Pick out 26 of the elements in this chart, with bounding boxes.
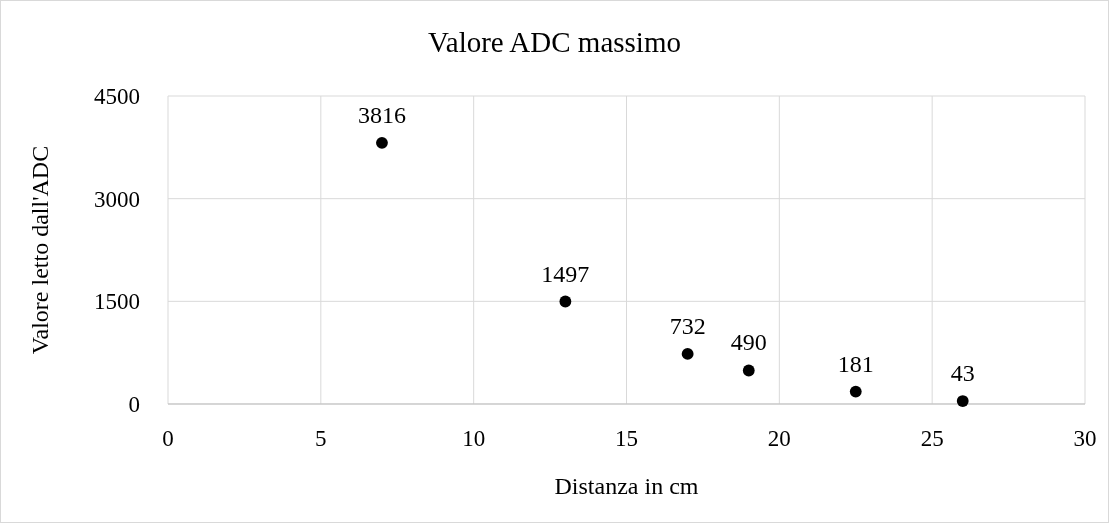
y-tick-label: 3000 <box>94 186 140 212</box>
point <box>559 295 572 308</box>
x-axis-title: Distanza in cm <box>554 473 699 499</box>
x-tick-label: 15 <box>615 426 638 451</box>
x-tick-label: 0 <box>162 426 174 451</box>
x-tick-label: 20 <box>767 426 791 451</box>
x-tick-label: 10 <box>462 426 486 451</box>
x-tick-label: 25 <box>920 426 944 451</box>
data-label: 43 <box>950 360 975 387</box>
y-tick-label: 4500 <box>94 84 140 110</box>
y-tick-label: 1500 <box>94 289 140 315</box>
point <box>742 364 755 377</box>
chart-title: Valore ADC massimo <box>428 26 681 58</box>
data-label: 490 <box>730 329 767 356</box>
x-tick-label: 30 <box>1073 426 1097 451</box>
point <box>956 395 969 407</box>
point <box>849 385 862 398</box>
data-label: 181 <box>837 350 874 377</box>
x-tick-label: 5 <box>315 426 327 451</box>
y-tick-label: 0 <box>128 392 140 418</box>
data-label: 1497 <box>541 260 590 287</box>
y-axis-title: Valore letto dall'ADC <box>27 145 53 355</box>
data-label: 3816 <box>357 101 406 128</box>
point <box>681 347 694 360</box>
data-label: 732 <box>669 312 706 339</box>
point <box>376 136 388 149</box>
